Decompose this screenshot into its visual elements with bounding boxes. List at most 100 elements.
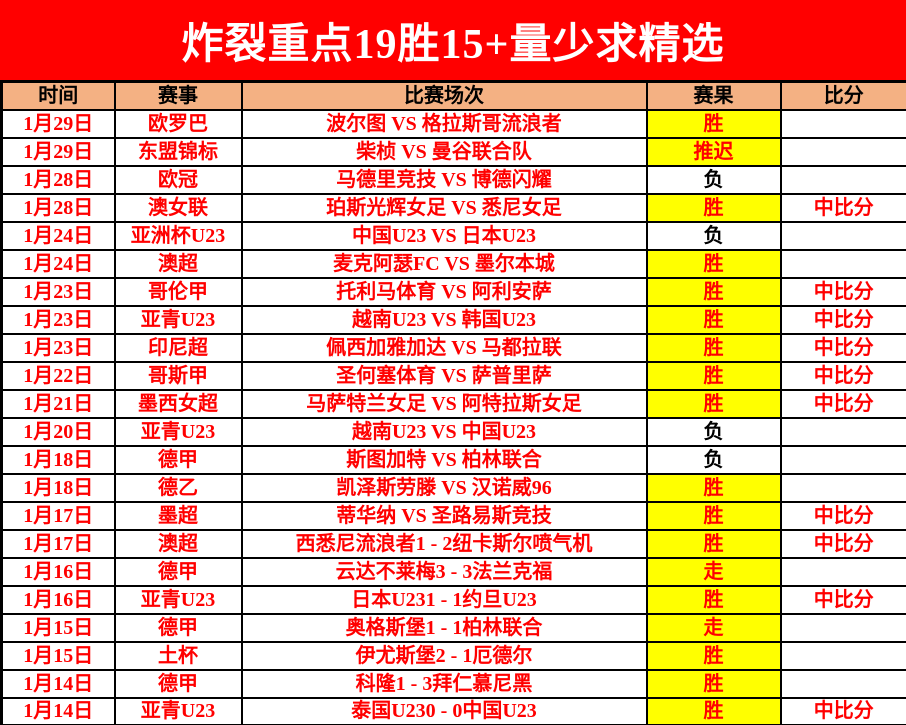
- result-cell: 负: [645, 444, 782, 475]
- match-cell: 云达不莱梅3 - 3法兰克福: [240, 556, 648, 587]
- table-row: 1月20日 亚青U23 越南U23 VS 中国U23 负: [0, 416, 906, 447]
- date-cell: 1月23日: [0, 332, 116, 363]
- result-cell: 胜: [645, 192, 782, 223]
- table-row: 1月29日 东盟锦标 柴桢 VS 曼谷联合队 推迟: [0, 136, 906, 167]
- date-cell: 1月21日: [0, 388, 116, 419]
- result-cell: 走: [645, 556, 782, 587]
- result-cell: 推迟: [645, 136, 782, 167]
- match-cell: 麦克阿瑟FC VS 墨尔本城: [240, 248, 648, 279]
- league-cell: 印尼超: [113, 332, 243, 363]
- table-row: 1月24日 亚洲杯U23 中国U23 VS 日本U23 负: [0, 220, 906, 251]
- score-cell: [779, 668, 906, 699]
- result-cell: 走: [645, 612, 782, 643]
- league-cell: 德乙: [113, 472, 243, 503]
- date-cell: 1月16日: [0, 556, 116, 587]
- page-title: 炸裂重点19胜15+量少求精选: [181, 21, 725, 68]
- title-banner: 炸裂重点19胜15+量少求精选: [0, 0, 906, 80]
- match-cell: 佩西加雅加达 VS 马都拉联: [240, 332, 648, 363]
- score-cell: [779, 640, 906, 671]
- score-cell: 中比分: [779, 192, 906, 223]
- table-row: 1月24日 澳超 麦克阿瑟FC VS 墨尔本城 胜: [0, 248, 906, 279]
- table-row: 1月23日 哥伦甲 托利马体育 VS 阿利安萨 胜 中比分: [0, 276, 906, 307]
- date-cell: 1月14日: [0, 696, 116, 725]
- match-cell: 科隆1 - 3拜仁慕尼黑: [240, 668, 648, 699]
- match-cell: 凯泽斯劳滕 VS 汉诺威96: [240, 472, 648, 503]
- result-cell: 负: [645, 416, 782, 447]
- results-table: 时间 赛事 比赛场次 赛果 比分 1月29日 欧罗巴 波尔图 VS 格拉斯哥流浪…: [0, 80, 906, 725]
- match-cell: 泰国U230 - 0中国U23: [240, 696, 648, 725]
- league-cell: 澳女联: [113, 192, 243, 223]
- date-cell: 1月14日: [0, 668, 116, 699]
- score-cell: 中比分: [779, 388, 906, 419]
- score-cell: [779, 416, 906, 447]
- league-cell: 亚青U23: [113, 416, 243, 447]
- score-cell: [779, 136, 906, 167]
- match-cell: 马萨特兰女足 VS 阿特拉斯女足: [240, 388, 648, 419]
- column-header-match: 比赛场次: [240, 80, 648, 111]
- table-row: 1月18日 德乙 凯泽斯劳滕 VS 汉诺威96 胜: [0, 472, 906, 503]
- score-cell: [779, 108, 906, 139]
- date-cell: 1月28日: [0, 164, 116, 195]
- date-cell: 1月28日: [0, 192, 116, 223]
- match-cell: 斯图加特 VS 柏林联合: [240, 444, 648, 475]
- table-row: 1月15日 土杯 伊尤斯堡2 - 1厄德尔 胜: [0, 640, 906, 671]
- league-cell: 德甲: [113, 668, 243, 699]
- table-row: 1月16日 德甲 云达不莱梅3 - 3法兰克福 走: [0, 556, 906, 587]
- league-cell: 欧罗巴: [113, 108, 243, 139]
- score-cell: 中比分: [779, 584, 906, 615]
- result-cell: 胜: [645, 388, 782, 419]
- match-cell: 越南U23 VS 韩国U23: [240, 304, 648, 335]
- date-cell: 1月24日: [0, 220, 116, 251]
- result-cell: 胜: [645, 248, 782, 279]
- table-row: 1月15日 德甲 奥格斯堡1 - 1柏林联合 走: [0, 612, 906, 643]
- column-header-score: 比分: [779, 80, 906, 111]
- league-cell: 土杯: [113, 640, 243, 671]
- result-cell: 胜: [645, 640, 782, 671]
- score-cell: [779, 248, 906, 279]
- match-cell: 蒂华纳 VS 圣路易斯竞技: [240, 500, 648, 531]
- column-header-league: 赛事: [113, 80, 243, 111]
- score-cell: [779, 556, 906, 587]
- score-cell: 中比分: [779, 304, 906, 335]
- score-cell: [779, 444, 906, 475]
- match-cell: 中国U23 VS 日本U23: [240, 220, 648, 251]
- league-cell: 亚青U23: [113, 304, 243, 335]
- date-cell: 1月22日: [0, 360, 116, 391]
- date-cell: 1月20日: [0, 416, 116, 447]
- match-cell: 日本U231 - 1约旦U23: [240, 584, 648, 615]
- match-cell: 柴桢 VS 曼谷联合队: [240, 136, 648, 167]
- score-cell: [779, 220, 906, 251]
- result-cell: 胜: [645, 108, 782, 139]
- league-cell: 亚洲杯U23: [113, 220, 243, 251]
- date-cell: 1月17日: [0, 528, 116, 559]
- column-header-result: 赛果: [645, 80, 782, 111]
- table-row: 1月16日 亚青U23 日本U231 - 1约旦U23 胜 中比分: [0, 584, 906, 615]
- table-row: 1月23日 亚青U23 越南U23 VS 韩国U23 胜 中比分: [0, 304, 906, 335]
- result-cell: 胜: [645, 332, 782, 363]
- league-cell: 澳超: [113, 528, 243, 559]
- result-cell: 胜: [645, 668, 782, 699]
- date-cell: 1月16日: [0, 584, 116, 615]
- result-cell: 负: [645, 164, 782, 195]
- league-cell: 哥斯甲: [113, 360, 243, 391]
- match-cell: 圣何塞体育 VS 萨普里萨: [240, 360, 648, 391]
- column-header-time: 时间: [0, 80, 116, 111]
- date-cell: 1月29日: [0, 108, 116, 139]
- score-cell: 中比分: [779, 696, 906, 725]
- match-cell: 马德里竞技 VS 博德闪耀: [240, 164, 648, 195]
- league-cell: 澳超: [113, 248, 243, 279]
- match-cell: 西悉尼流浪者1 - 2纽卡斯尔喷气机: [240, 528, 648, 559]
- league-cell: 德甲: [113, 612, 243, 643]
- result-cell: 胜: [645, 360, 782, 391]
- table-row: 1月17日 墨超 蒂华纳 VS 圣路易斯竞技 胜 中比分: [0, 500, 906, 531]
- table-row: 1月14日 亚青U23 泰国U230 - 0中国U23 胜 中比分: [0, 696, 906, 725]
- league-cell: 墨西女超: [113, 388, 243, 419]
- score-cell: 中比分: [779, 276, 906, 307]
- date-cell: 1月29日: [0, 136, 116, 167]
- match-cell: 越南U23 VS 中国U23: [240, 416, 648, 447]
- score-cell: [779, 612, 906, 643]
- score-cell: 中比分: [779, 332, 906, 363]
- result-cell: 胜: [645, 472, 782, 503]
- match-cell: 托利马体育 VS 阿利安萨: [240, 276, 648, 307]
- result-cell: 胜: [645, 696, 782, 725]
